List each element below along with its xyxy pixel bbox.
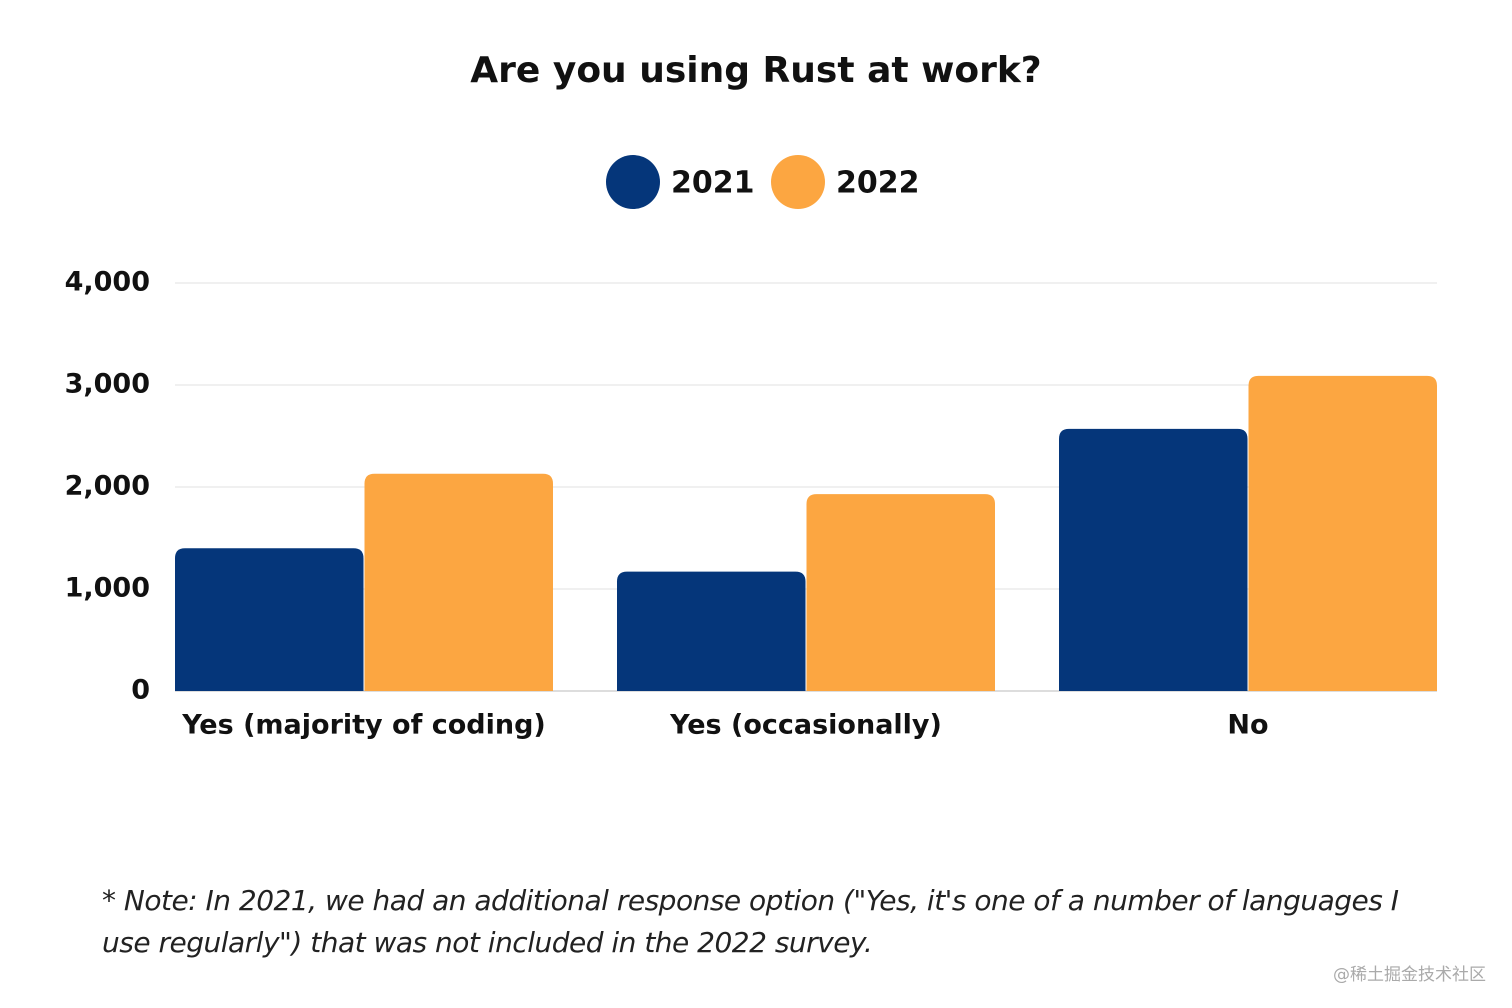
bar: [806, 494, 995, 691]
x-tick-label: No: [1227, 710, 1268, 741]
legend-swatch: [606, 155, 660, 209]
y-tick-label: 1,000: [65, 573, 150, 604]
x-tick-label: Yes (occasionally): [669, 710, 942, 741]
chart-title: Are you using Rust at work?: [470, 50, 1041, 91]
bar: [364, 473, 553, 691]
legend-label: 2022: [836, 166, 920, 201]
y-tick-label: 2,000: [65, 471, 150, 502]
bar: [1248, 375, 1437, 691]
x-tick-label: Yes (majority of coding): [181, 710, 546, 741]
legend-swatch: [771, 155, 825, 209]
bar: [175, 548, 364, 691]
bar: [617, 571, 806, 691]
legend-label: 2021: [671, 166, 755, 201]
note: * Note: In 2021, we had an additional re…: [102, 884, 1399, 959]
y-tick-label: 0: [131, 675, 150, 706]
y-tick-label: 3,000: [65, 369, 150, 400]
y-tick-label: 4,000: [65, 267, 150, 298]
watermark: @稀土掘金技术社区: [1333, 965, 1486, 985]
bar: [1059, 428, 1248, 691]
